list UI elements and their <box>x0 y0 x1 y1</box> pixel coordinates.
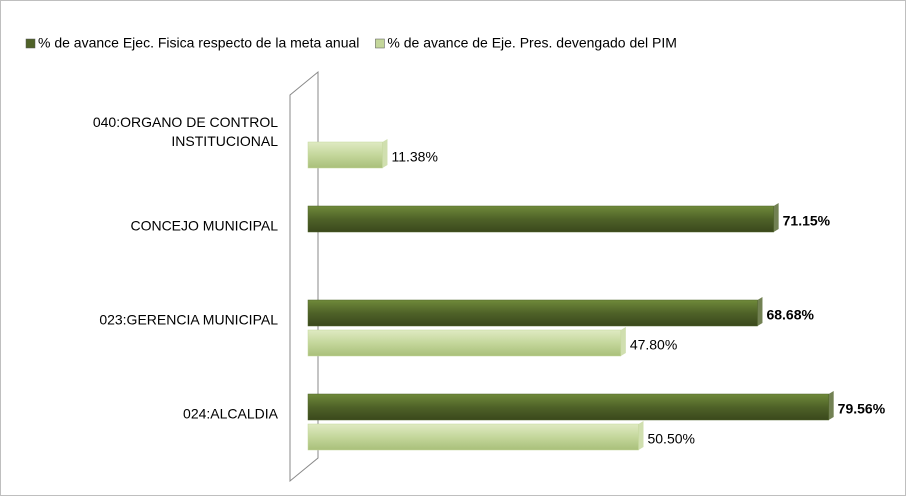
legend-swatch <box>375 38 385 49</box>
y-tick-label: 040:ORGANO DE CONTROL INSTITUCIONAL <box>92 114 278 149</box>
axis-wall <box>289 70 319 483</box>
legend-swatch <box>25 38 36 49</box>
bar-end <box>638 421 644 450</box>
legend-label: % de avance Ejec. Fisica respecto de la … <box>38 35 359 51</box>
bar-end <box>620 327 626 356</box>
y-tick-label: 024:ALCALDIA <box>183 405 278 422</box>
data-label: 68.68% <box>766 307 814 323</box>
data-label: 71.15% <box>783 213 831 229</box>
data-label: 11.38% <box>391 149 437 165</box>
bar-end <box>757 297 763 326</box>
data-label: 47.80% <box>630 337 677 353</box>
bar-end <box>773 203 779 232</box>
bar <box>307 299 758 327</box>
bar <box>307 423 639 451</box>
bar <box>307 141 383 169</box>
data-label: 50.50% <box>647 431 694 447</box>
y-tick-label: CONCEJO MUNICIPAL <box>130 217 278 234</box>
legend-label: % de avance de Eje. Pres. devengado del … <box>387 35 677 51</box>
bar-end <box>828 391 834 420</box>
bar-end <box>382 139 388 168</box>
bar <box>307 393 829 421</box>
bar <box>307 329 622 357</box>
bar <box>307 205 774 233</box>
y-tick-label: 023:GERENCIA MUNICIPAL <box>99 311 278 328</box>
data-label: 79.56% <box>838 401 886 417</box>
